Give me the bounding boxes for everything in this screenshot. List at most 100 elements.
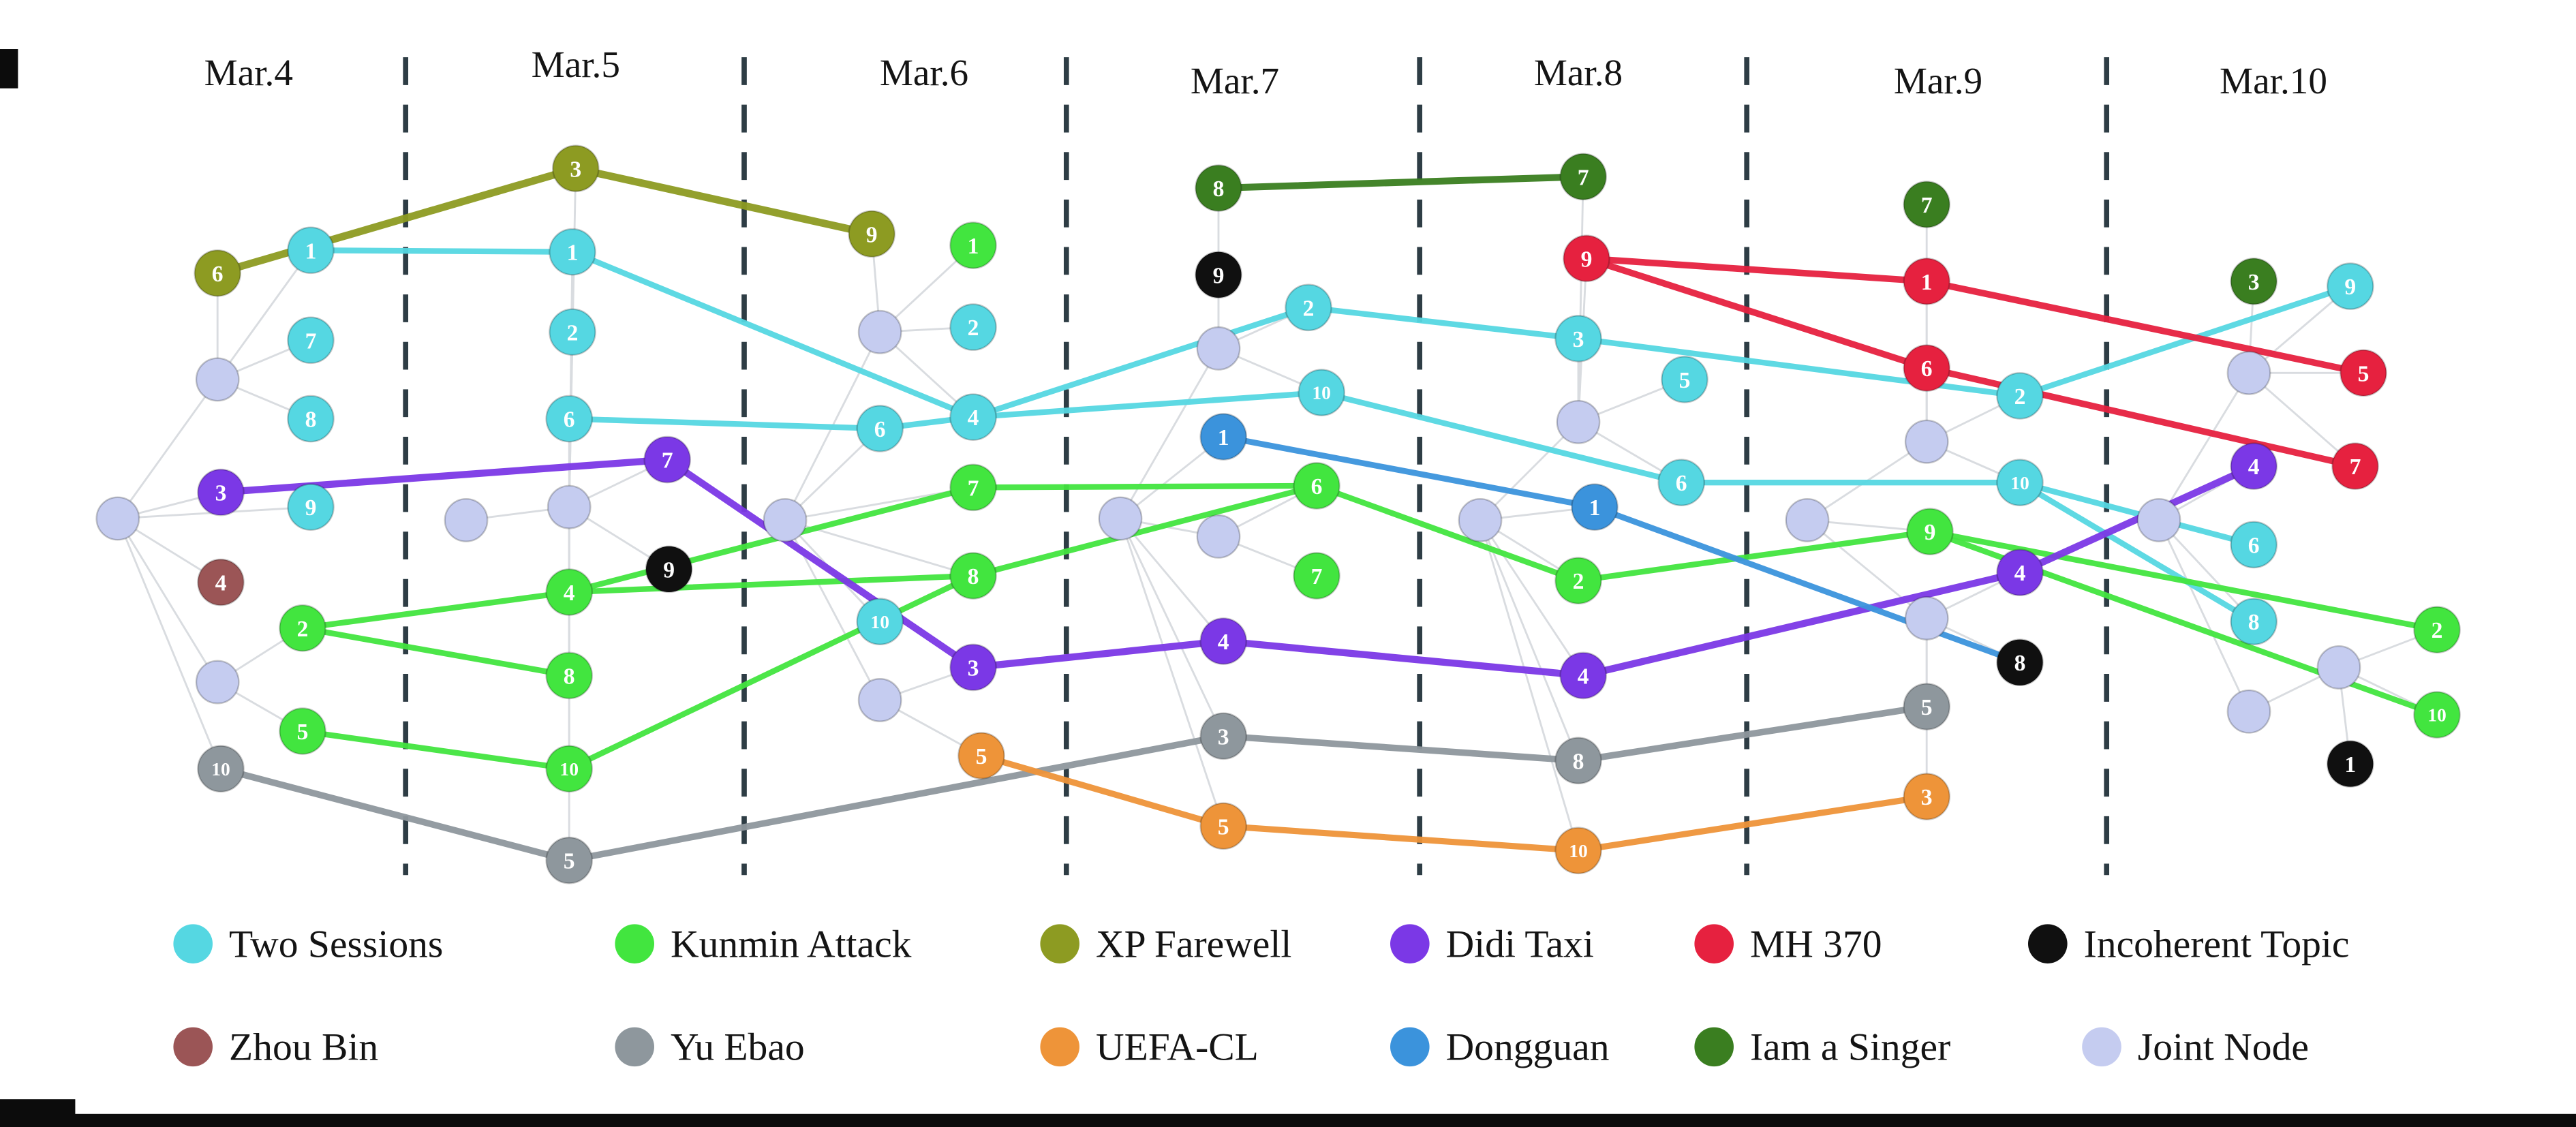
legend-label: Kunmin Attack	[671, 923, 912, 966]
joint-node	[1785, 497, 1830, 542]
topic-edge-dd	[2016, 463, 2258, 576]
legend-dot-is-icon	[1694, 1027, 1734, 1067]
topic-edge-ue	[978, 752, 1227, 829]
topic-node-ka	[949, 463, 997, 512]
node-label: 5	[297, 720, 309, 745]
topic-node-dd	[643, 435, 691, 484]
node-label: 3	[215, 481, 227, 506]
topic-edge-ye	[1575, 703, 1930, 765]
legend-label: XP Farewell	[1096, 923, 1291, 966]
node-label: 1	[968, 234, 979, 259]
node-label: 3	[968, 655, 979, 681]
topic-edge-ye	[217, 765, 572, 864]
topic-node-ts	[2326, 262, 2374, 310]
node-label: 9	[305, 495, 317, 521]
topic-node-dd	[1199, 617, 1247, 665]
topic-edge-xp	[213, 164, 580, 277]
joint-edge	[117, 518, 219, 683]
joint-edge	[2158, 372, 2250, 521]
node-label: 4	[215, 571, 227, 596]
topic-node-ts	[287, 226, 335, 275]
legend-dot-ka-icon	[615, 924, 654, 963]
node-label: 9	[663, 557, 675, 583]
joint-node	[547, 484, 592, 529]
topic-node-ka	[279, 707, 326, 755]
topic-edge-dg	[1591, 504, 2023, 666]
topic-node-ts	[287, 395, 335, 443]
date-label: Mar.5	[532, 44, 620, 85]
topic-node-ka	[1554, 557, 1602, 605]
topic-node-mh	[1903, 258, 1950, 305]
node-label: 6	[874, 417, 886, 442]
date-label: Mar.7	[1191, 60, 1279, 102]
topic-node-ts	[1996, 372, 2044, 420]
joint-edge	[1119, 518, 1225, 737]
legend-dot-ts-icon	[173, 924, 213, 963]
topic-node-ts	[1661, 356, 1708, 403]
topic-node-ts	[2230, 521, 2278, 569]
node-label: 3	[1921, 785, 1933, 810]
topic-node-xp	[194, 249, 241, 297]
node-label: 4	[2014, 561, 2026, 586]
node-label: 5	[564, 849, 575, 874]
node-label: 9	[866, 222, 878, 247]
node-label: 6	[2248, 533, 2260, 558]
topic-edge-ts	[1305, 305, 1582, 342]
node-label: 5	[2358, 361, 2370, 386]
node-label: 10	[2010, 472, 2029, 493]
joint-node	[1556, 399, 1601, 444]
topic-node-ts	[1298, 369, 1345, 416]
node-label: 1	[2344, 752, 2356, 777]
topic-edge-ts	[2017, 479, 2257, 625]
topic-edge-ka	[299, 728, 572, 772]
node-label: 10	[870, 611, 889, 632]
topic-node-ye	[1903, 683, 1950, 730]
topic-edge-mh	[1923, 365, 2359, 469]
node-label: 7	[1921, 193, 1933, 218]
joint-edge	[1479, 519, 1580, 851]
topic-edge-dd	[217, 456, 671, 496]
topic-node-mh	[1903, 344, 1950, 392]
topic-node-is	[1903, 181, 1950, 228]
node-label: 2	[2014, 384, 2026, 410]
topic-node-ts	[1285, 283, 1332, 332]
date-label: Mar.10	[2220, 60, 2327, 102]
topic-edge-ts	[970, 389, 1325, 420]
node-label: 8	[968, 564, 979, 589]
joint-node	[1458, 497, 1503, 542]
topic-node-ye	[197, 745, 245, 793]
node-label: 10	[1569, 840, 1588, 861]
topic-edge-xp	[572, 164, 876, 238]
date-label: Mar.9	[1894, 60, 1982, 102]
topic-node-ka	[545, 651, 593, 700]
legend-label: Dongguan	[1446, 1026, 1610, 1069]
topic-node-ts	[549, 308, 596, 356]
topic-node-ic	[1996, 638, 2044, 687]
topic-node-ic	[2326, 740, 2374, 788]
topic-node-zb	[197, 558, 245, 606]
node-label: 7	[1578, 165, 1589, 190]
date-label: Mar.6	[880, 52, 968, 93]
legend-dot-xp-icon	[1040, 924, 1079, 963]
topic-node-ka	[949, 221, 997, 269]
legend-dot-ic-icon	[2028, 924, 2068, 963]
joint-node	[1904, 596, 1949, 640]
topic-edge-ka	[970, 482, 1320, 579]
node-label: 8	[564, 664, 575, 689]
date-label: Mar.8	[1534, 52, 1623, 93]
node-label: 5	[1218, 814, 1229, 839]
legend-label: Zhou Bin	[229, 1026, 378, 1069]
node-label: 7	[662, 448, 673, 474]
node-label: 6	[1921, 356, 1933, 382]
legend-dot-ue-icon	[1040, 1027, 1079, 1067]
topic-node-ka	[2413, 691, 2461, 739]
topic-node-ue	[1554, 827, 1602, 875]
legend-dot-joint-icon	[2082, 1027, 2121, 1067]
node-label: 3	[1573, 327, 1584, 352]
node-label: 6	[564, 407, 575, 433]
node-label: 4	[564, 581, 575, 606]
node-label: 4	[1578, 664, 1589, 689]
joint-edge	[117, 518, 222, 769]
node-label: 3	[1218, 724, 1229, 750]
date-label: Mar.4	[204, 52, 293, 93]
